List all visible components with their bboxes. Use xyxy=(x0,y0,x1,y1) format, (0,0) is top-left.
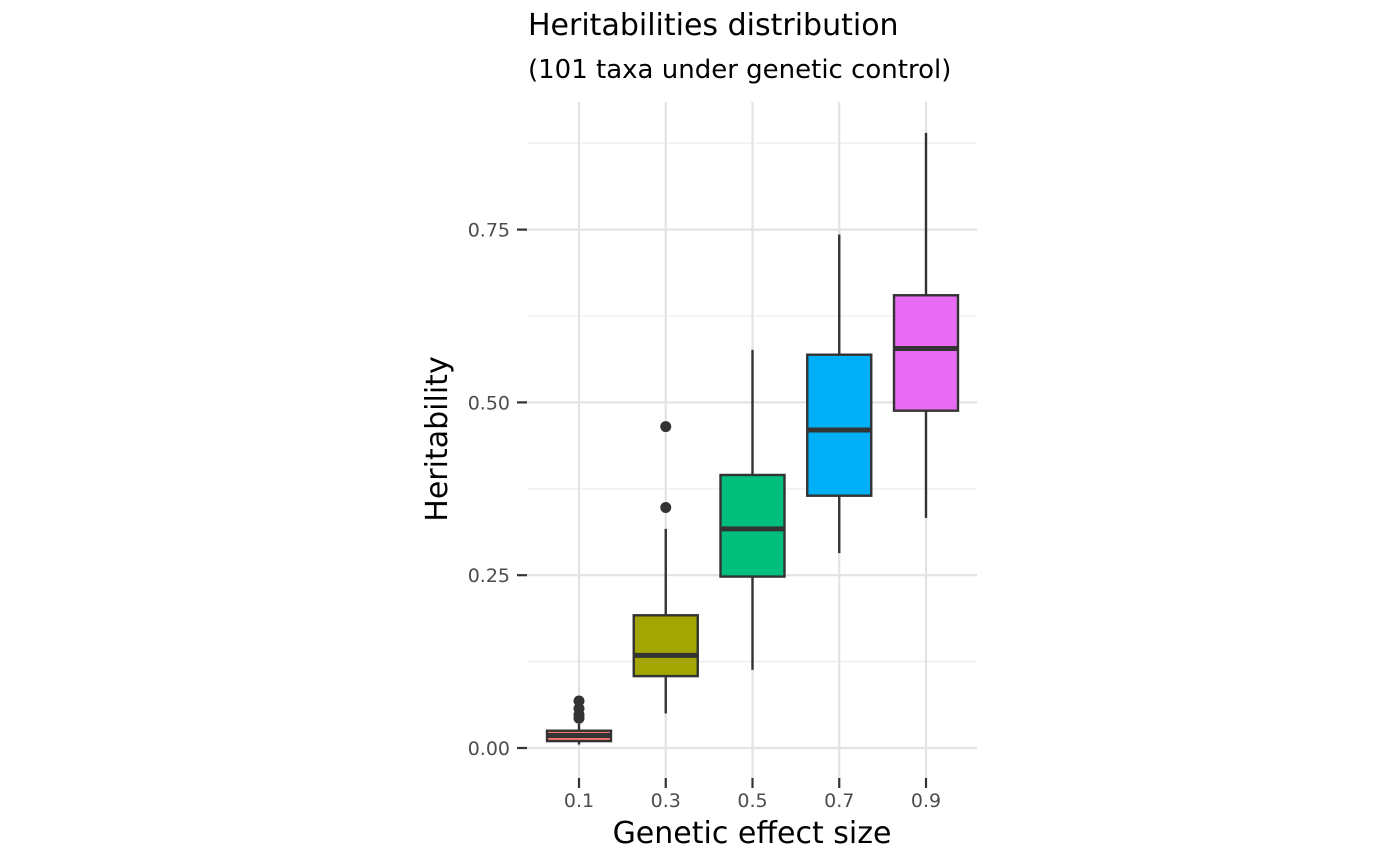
chart-title: Heritabilities distribution xyxy=(528,8,899,43)
x-tick-label: 0.1 xyxy=(564,790,594,812)
outlier-point xyxy=(573,703,585,715)
x-tick-label: 0.7 xyxy=(824,790,854,812)
x-tick-label: 0.3 xyxy=(651,790,681,812)
box-0.5 xyxy=(719,349,786,670)
y-axis-label: Heritability xyxy=(420,356,455,521)
box-body xyxy=(719,473,786,578)
y-tick-label: 0.50 xyxy=(468,392,510,414)
x-tick-label: 0.9 xyxy=(911,790,941,812)
box-0.1 xyxy=(545,695,613,745)
y-tick-label: 0.75 xyxy=(468,220,510,242)
x-axis-label: Genetic effect size xyxy=(613,816,892,851)
chart-subtitle: (101 taxa under genetic control) xyxy=(528,55,952,85)
x-tick-label: 0.5 xyxy=(737,790,767,812)
outlier-point xyxy=(573,695,585,707)
box-body xyxy=(632,614,699,678)
box-0.7 xyxy=(806,234,873,554)
box-body xyxy=(806,353,873,497)
box-0.9 xyxy=(892,132,960,518)
outlier-point xyxy=(660,421,672,433)
outlier-point xyxy=(660,501,672,513)
y-tick-label: 0.25 xyxy=(468,565,510,587)
box-0.3 xyxy=(632,421,699,714)
y-tick-label: 0.00 xyxy=(468,738,510,760)
boxes xyxy=(545,132,960,745)
box-body xyxy=(892,294,960,412)
axes: 0.00 0.25 0.50 0.75 0.1 0.3 0.5 0.7 0.9 xyxy=(468,220,941,812)
